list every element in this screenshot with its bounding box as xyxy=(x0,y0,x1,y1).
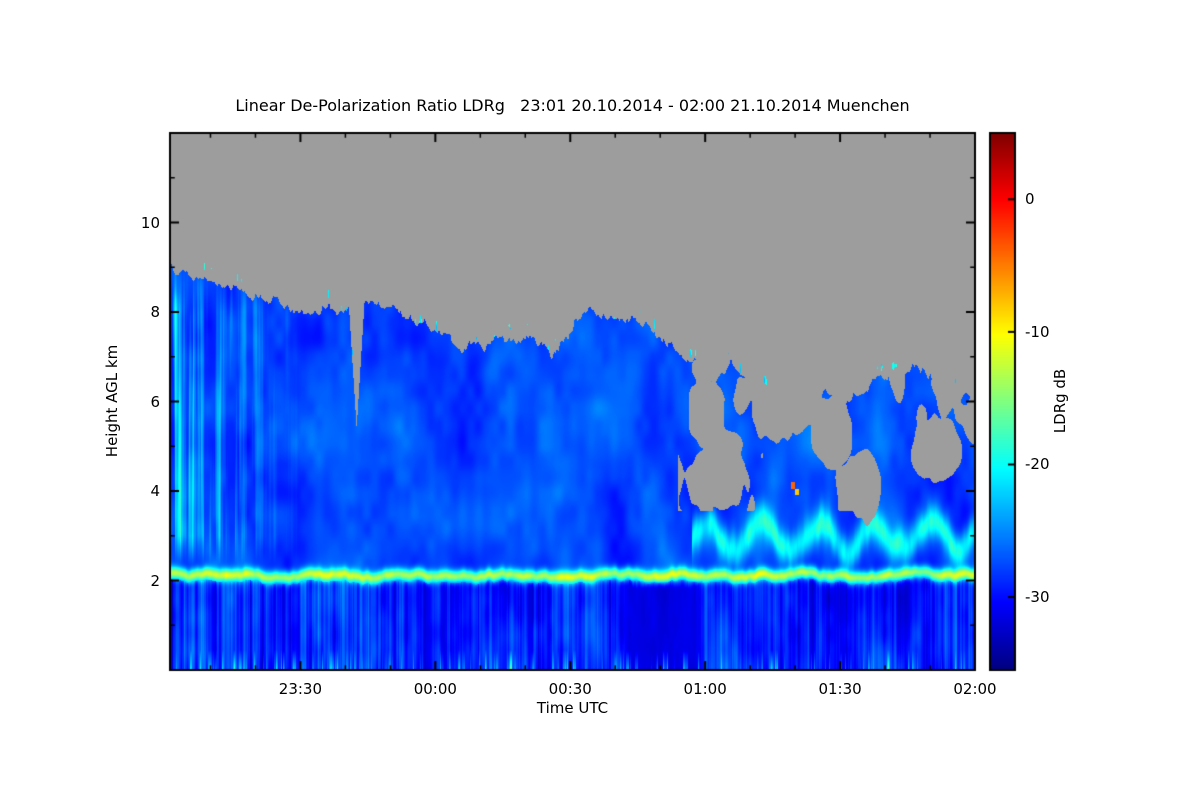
y-tick-label: 6 xyxy=(150,392,160,411)
colorbar-tick-label: -10 xyxy=(1025,322,1050,341)
x-tick-label: 00:30 xyxy=(548,680,592,698)
x-tick-label: 01:30 xyxy=(818,680,862,698)
y-tick-label: 2 xyxy=(150,571,160,590)
y-tick-label: 10 xyxy=(140,213,160,232)
colorbar-tick-label: 0 xyxy=(1025,190,1035,209)
y-tick-label: 4 xyxy=(150,482,160,500)
x-axis-label: Time UTC xyxy=(536,699,609,717)
colorbar xyxy=(990,133,1015,670)
heatmap-plot xyxy=(170,133,975,670)
y-tick-label: 8 xyxy=(150,303,160,321)
x-tick-label: 00:00 xyxy=(413,680,457,698)
x-tick-label: 01:00 xyxy=(683,680,727,698)
chart-title: Linear De-Polarization Ratio LDRg 23:01 … xyxy=(235,96,910,115)
x-tick-label: 23:30 xyxy=(278,680,323,698)
x-tick-label: 02:00 xyxy=(953,680,997,698)
colorbar-label: LDRg dB xyxy=(1051,368,1069,434)
colorbar-tick-label: -20 xyxy=(1025,455,1050,474)
colorbar-tick-label: -30 xyxy=(1025,588,1050,607)
